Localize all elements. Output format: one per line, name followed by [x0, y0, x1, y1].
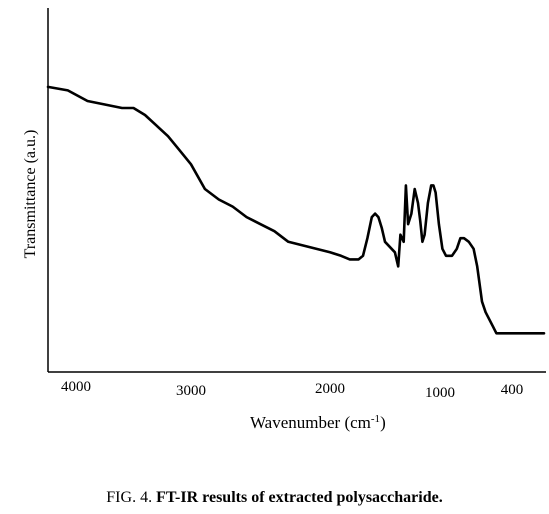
figure-caption: FIG. 4. FT-IR results of extracted polys…	[0, 488, 549, 508]
ftir-spectrum-line	[46, 85, 546, 335]
x-tick-label: 3000	[176, 383, 206, 399]
x-axis-label-exponent: -1	[370, 413, 381, 425]
caption-prefix: FIG. 4.	[106, 489, 157, 506]
x-tick-label: 1000	[425, 385, 455, 401]
x-tick-label: 4000	[61, 379, 91, 395]
caption-title: FT-IR results of extracted polysaccharid…	[156, 489, 443, 506]
y-axis-label: Transmittance (a.u.)	[22, 129, 39, 259]
x-axis-label: Wavenumber (cm-1)	[250, 413, 386, 433]
x-axis-label-text: Wavenumber (cm	[250, 413, 371, 432]
x-tick-label: 400	[500, 382, 524, 398]
x-tick-label: 2000	[315, 381, 345, 397]
x-axis-label-close: )	[380, 413, 386, 432]
